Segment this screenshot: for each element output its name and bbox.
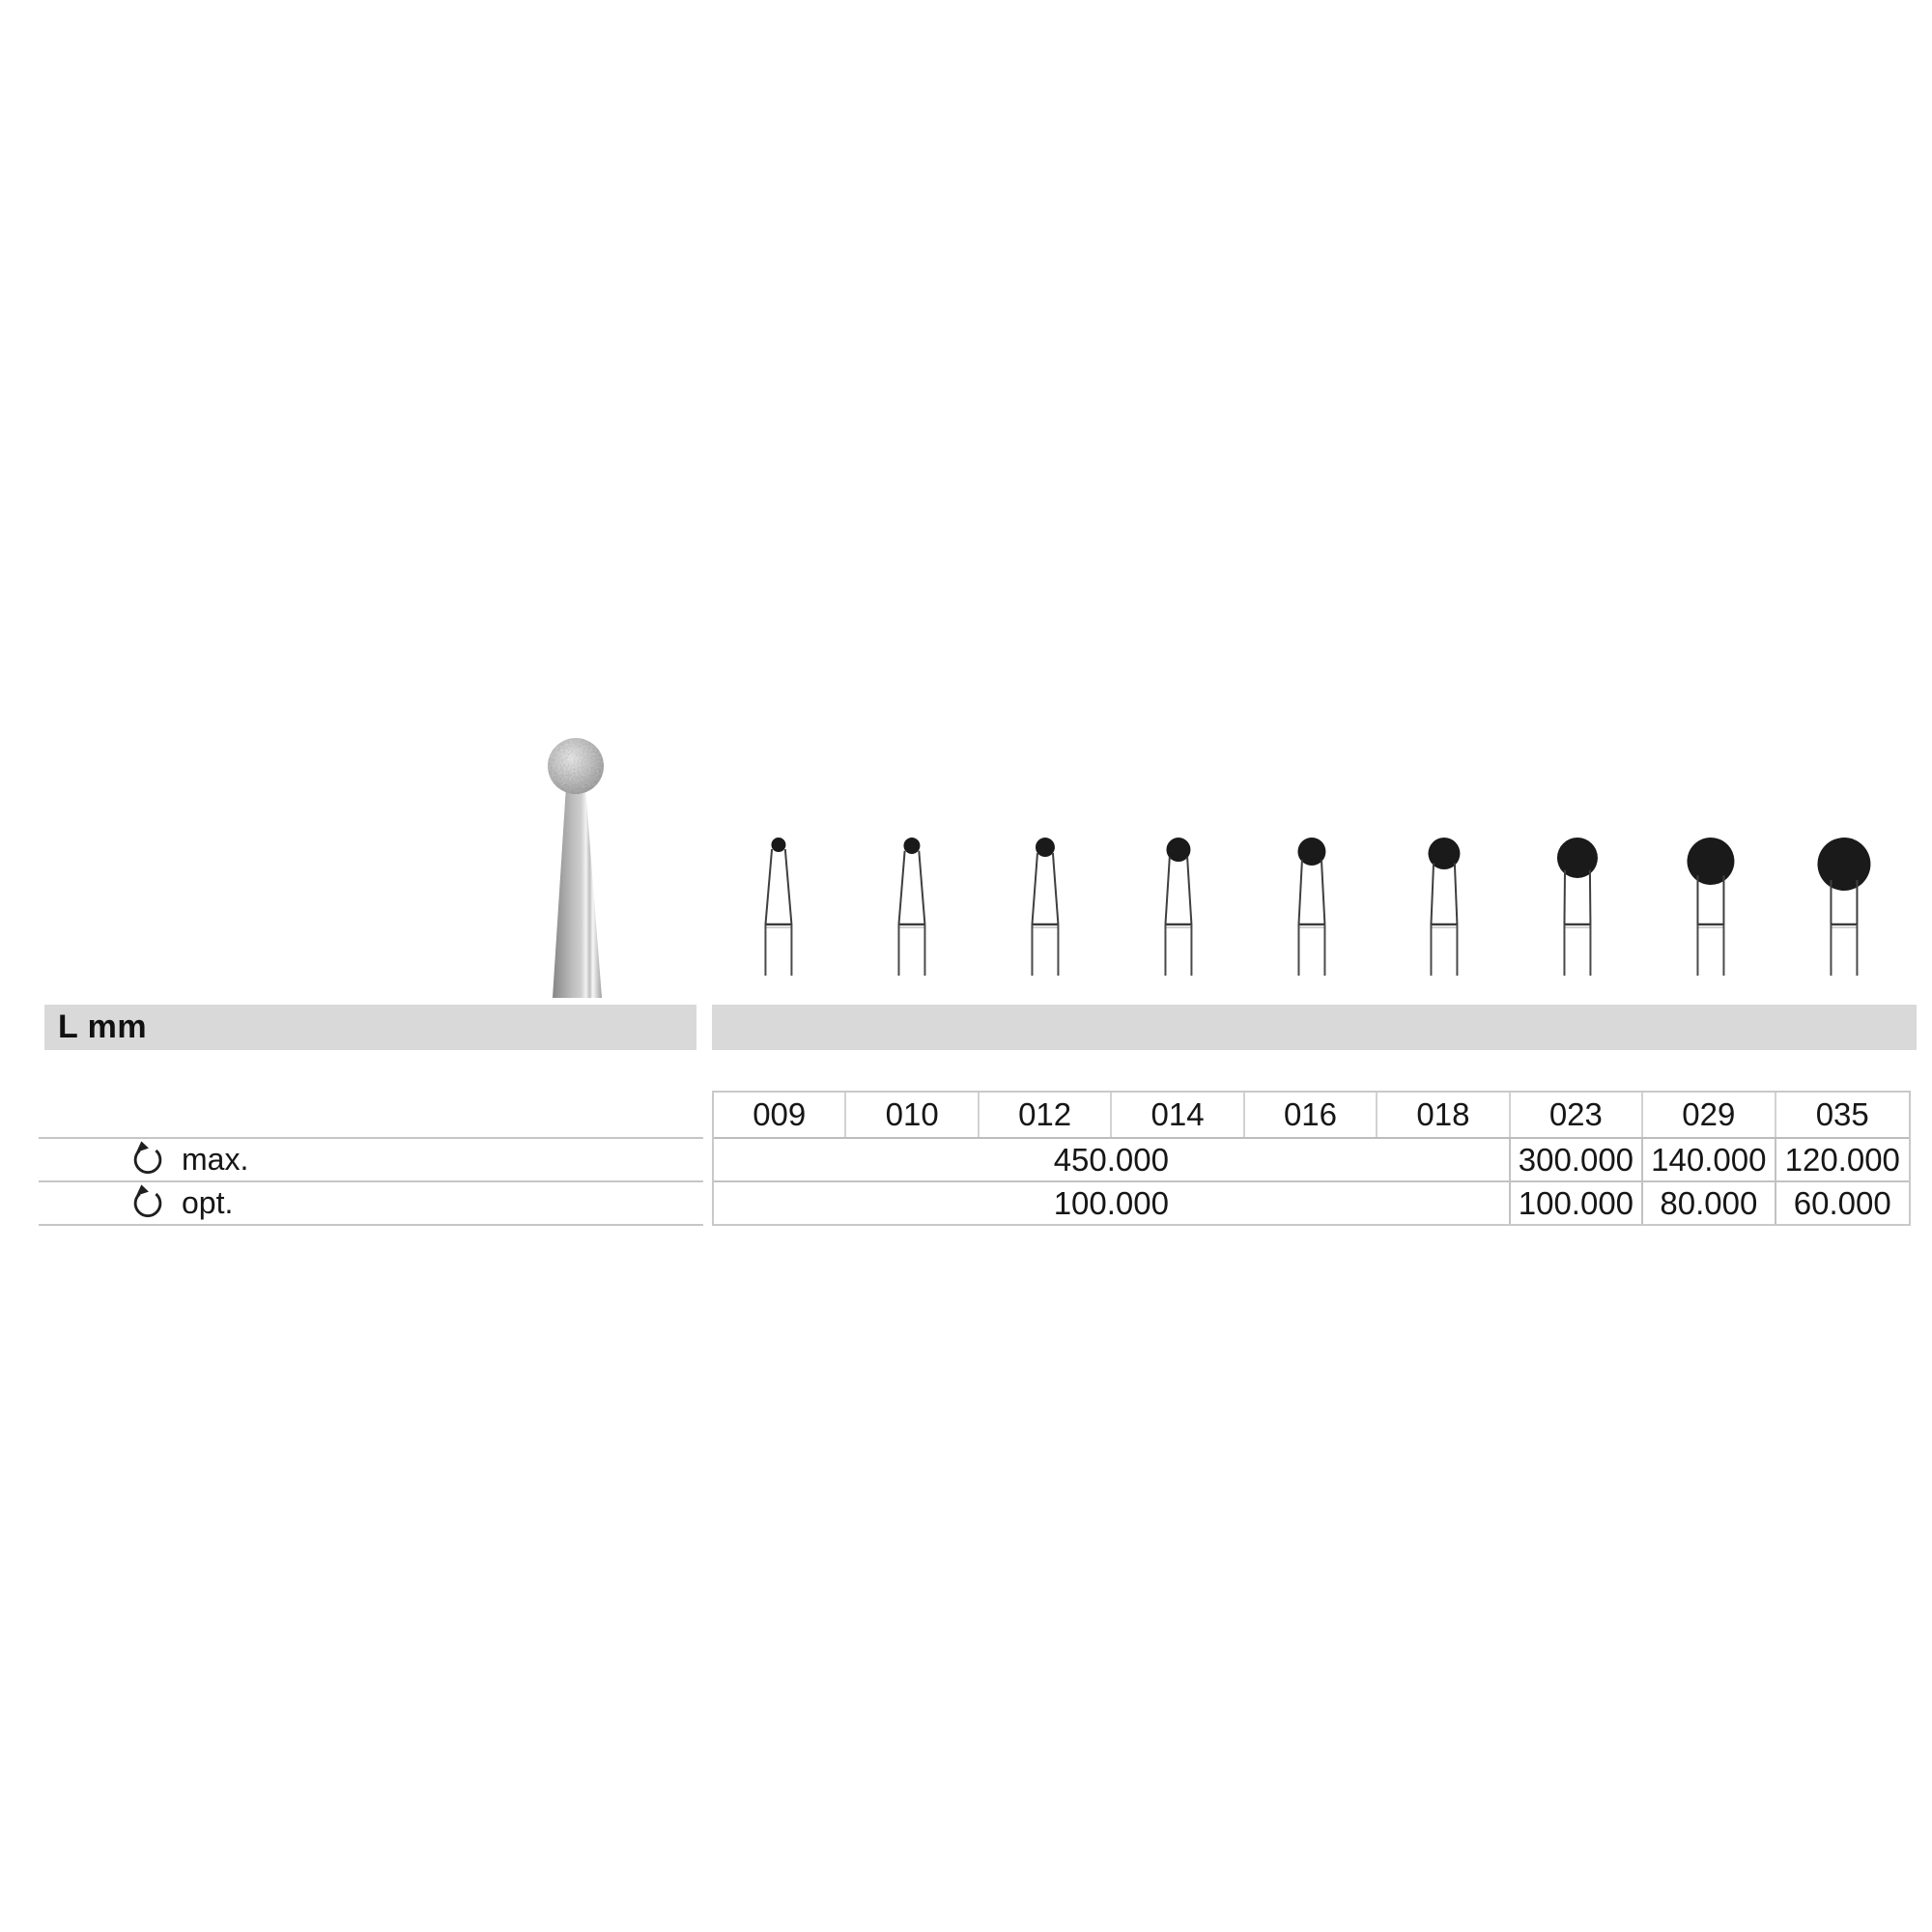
- opt-speed-value: 60.000: [1793, 1185, 1891, 1221]
- size-header: 014: [1112, 1093, 1245, 1137]
- round-diamond-bur-photo: [548, 738, 604, 998]
- speed-spec-table: 009 010 012 014 016 018 023 029 035 450.…: [712, 1091, 1911, 1226]
- opt-speed-merged-value: 100.000: [714, 1182, 1511, 1224]
- l-mm-band-right: [712, 1005, 1917, 1050]
- size-header: 018: [1378, 1093, 1511, 1137]
- bur-figure-029: [1644, 829, 1777, 978]
- max-speed-value: 140.000: [1643, 1139, 1776, 1180]
- bur-figure-009: [712, 829, 845, 978]
- rotation-speed-icon: [133, 1140, 162, 1174]
- bur-figure-023: [1511, 829, 1644, 978]
- size-header: 023: [1511, 1093, 1644, 1137]
- opt-speed-label: opt.: [182, 1185, 234, 1220]
- size-header: 012: [980, 1093, 1113, 1137]
- size-header: 009: [714, 1093, 847, 1137]
- size-header-row: 009 010 012 014 016 018 023 029 035: [714, 1093, 1909, 1139]
- max-speed-value: 120.000: [1784, 1142, 1900, 1178]
- bur-figure-035: [1777, 829, 1911, 978]
- size-header: 010: [846, 1093, 980, 1137]
- bur-figure-012: [979, 829, 1112, 978]
- bur-size-figures: [712, 829, 1911, 978]
- max-speed-row-label: max.: [39, 1137, 703, 1180]
- size-header: 016: [1245, 1093, 1378, 1137]
- rotation-speed-icon: [133, 1183, 162, 1217]
- bur-shank: [553, 786, 602, 998]
- max-speed-merged-value: 450.000: [714, 1139, 1511, 1180]
- l-mm-band: L mm: [44, 1005, 696, 1050]
- speed-row-labels: max. opt.: [39, 1137, 703, 1226]
- size-header: 035: [1815, 1096, 1869, 1132]
- bur-figure-010: [845, 829, 979, 978]
- max-speed-value: 300.000: [1511, 1139, 1644, 1180]
- opt-speed-row-label: opt.: [39, 1180, 703, 1224]
- opt-speed-value: 100.000: [1511, 1182, 1644, 1224]
- bur-figure-018: [1378, 829, 1511, 978]
- opt-speed-values-row: 100.000 100.000 80.000 60.000: [714, 1182, 1909, 1224]
- bur-figure-016: [1245, 829, 1378, 978]
- max-speed-label: max.: [182, 1142, 249, 1177]
- bur-figure-014: [1112, 829, 1245, 978]
- size-header: 029: [1643, 1093, 1776, 1137]
- l-mm-label: L mm: [58, 1009, 148, 1045]
- opt-speed-value: 80.000: [1643, 1182, 1776, 1224]
- max-speed-values-row: 450.000 300.000 140.000 120.000: [714, 1139, 1909, 1182]
